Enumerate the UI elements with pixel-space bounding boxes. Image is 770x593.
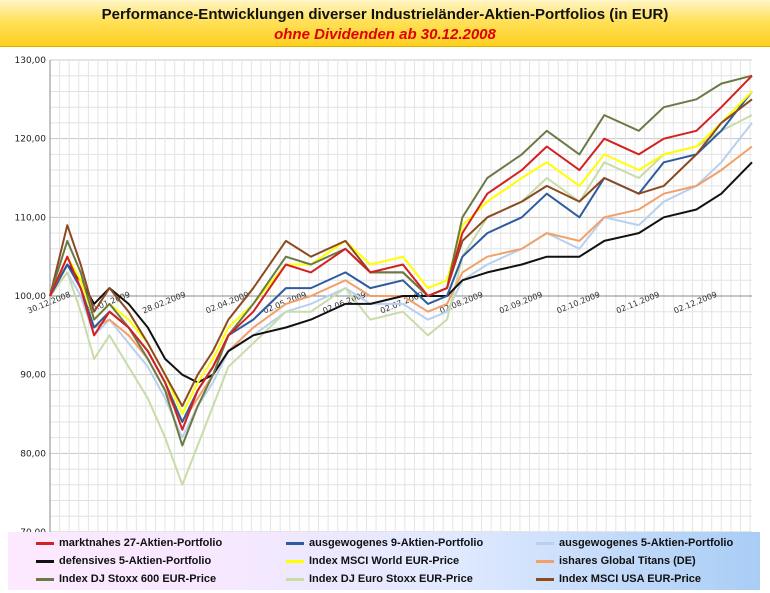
legend-label: marktnahes 27-Aktien-Portfolio xyxy=(59,537,223,549)
y-axis: 70,00 80,00 90,00 100,00 110,00 120,00 130,00 xyxy=(15,56,51,532)
legend-label: ausgewogenes 9-Aktien-Portfolio xyxy=(309,537,484,549)
legend-item: Index DJ Euro Stoxx EUR-Price xyxy=(286,570,473,588)
legend-swatch xyxy=(36,577,54,581)
line-chart: 70,0080,0090,00100,00110,00120,00130,00 … xyxy=(15,56,753,532)
legend-swatch xyxy=(286,541,304,545)
legend-item: defensives 5-Aktien-Portfolio xyxy=(36,552,211,570)
legend-label: ishares Global Titans (DE) xyxy=(559,555,696,567)
legend-label: Index MSCI World EUR-Price xyxy=(309,555,460,567)
series-line-8 xyxy=(49,98,753,408)
series-line-3 xyxy=(49,161,753,384)
chart-title: Performance-Entwicklungen diverser Indus… xyxy=(101,6,669,23)
legend-item: Index MSCI World EUR-Price xyxy=(286,552,459,570)
legend-swatch xyxy=(536,577,554,581)
legend-item: ausgewogenes 5-Aktien-Portfolio xyxy=(536,534,733,552)
legend-swatch xyxy=(286,577,304,581)
legend-label: Index DJ Stoxx 600 EUR-Price xyxy=(59,573,217,585)
y-tick-label: 130,00 xyxy=(15,56,47,66)
y-tick-label: 90,00 xyxy=(20,371,46,381)
chart-subtitle: ohne Dividenden ab 30.12.2008 xyxy=(274,26,496,43)
legend-item: Index MSCI USA EUR-Price xyxy=(536,570,701,588)
legend-item: ishares Global Titans (DE) xyxy=(536,552,696,570)
y-tick-label: 120,00 xyxy=(15,135,47,145)
series-line-7 xyxy=(49,114,753,486)
y-tick-label: 110,00 xyxy=(15,213,47,223)
chart-header: Performance-Entwicklungen diverser Indus… xyxy=(0,0,770,47)
y-tick-label: 80,00 xyxy=(20,449,46,459)
series-line-0 xyxy=(49,75,753,431)
legend: marktnahes 27-Aktien-Portfolio ausgewogen… xyxy=(8,532,760,590)
legend-swatch xyxy=(36,559,54,563)
legend-item: Index DJ Stoxx 600 EUR-Price xyxy=(36,570,216,588)
legend-swatch xyxy=(536,559,554,563)
series-line-5 xyxy=(49,145,753,423)
legend-item: ausgewogenes 9-Aktien-Portfolio xyxy=(286,534,483,552)
legend-label: Index DJ Euro Stoxx EUR-Price xyxy=(309,573,473,585)
legend-label: defensives 5-Aktien-Portfolio xyxy=(59,555,212,567)
legend-swatch xyxy=(536,541,554,545)
y-tick-label: 100,00 xyxy=(15,292,47,302)
legend-label: ausgewogenes 5-Aktien-Portfolio xyxy=(559,537,734,549)
legend-swatch xyxy=(36,541,54,545)
y-tick-label: 70,00 xyxy=(20,528,46,532)
legend-swatch xyxy=(286,559,304,563)
legend-label: Index MSCI USA EUR-Price xyxy=(559,573,702,585)
legend-item: marktnahes 27-Aktien-Portfolio xyxy=(36,534,222,552)
series-lines xyxy=(49,74,753,486)
